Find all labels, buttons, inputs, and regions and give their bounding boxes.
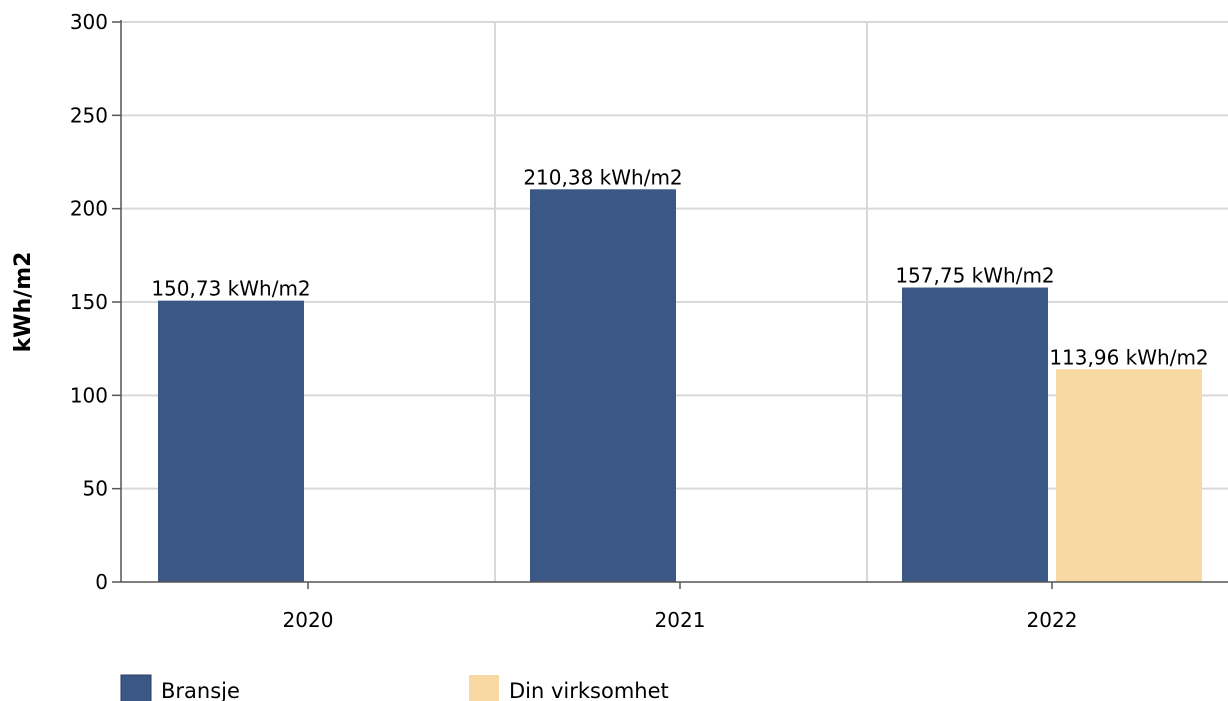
data-label: 157,75 kWh/m2 — [895, 264, 1054, 288]
bar-bransje-2020[interactable] — [158, 300, 304, 582]
y-tick-labels: 0 50 100 150 200 250 300 — [70, 10, 108, 594]
data-label: 150,73 kWh/m2 — [151, 277, 310, 301]
y-tick-label: 200 — [70, 197, 108, 221]
legend-label-bransje[interactable]: Bransje — [161, 679, 240, 701]
data-labels: 150,73 kWh/m2 210,38 kWh/m2 157,75 kWh/m2 1… — [151, 165, 1208, 369]
x-tick-label: 2022 — [1027, 608, 1078, 632]
bar-bransje-2022[interactable] — [902, 287, 1048, 582]
bar-bransje-2021[interactable] — [530, 189, 676, 583]
legend: Bransje Din virksomhet — [120, 674, 669, 701]
x-tick-label: 2020 — [283, 608, 334, 632]
legend-swatch-bransje — [120, 674, 152, 701]
y-tick-label: 100 — [70, 383, 108, 407]
y-tick-label: 250 — [70, 103, 108, 127]
x-tick-label: 2021 — [655, 608, 706, 632]
y-tick-label: 300 — [70, 10, 108, 34]
y-axis-title: kWh/m2 — [11, 252, 36, 353]
y-tick-label: 150 — [70, 290, 108, 314]
data-label: 210,38 kWh/m2 — [523, 165, 682, 189]
axes — [112, 20, 1228, 589]
y-tick-label: 50 — [83, 477, 108, 501]
bars-group — [158, 189, 1202, 583]
data-label: 113,96 kWh/m2 — [1049, 345, 1208, 369]
legend-label-din-virksomhet[interactable]: Din virksomhet — [509, 679, 669, 701]
y-tick-label: 0 — [95, 570, 108, 594]
x-tick-labels: 2020 2021 2022 — [283, 608, 1078, 632]
bar-din-virksomhet-2022[interactable] — [1056, 369, 1202, 582]
legend-swatch-din-virksomhet — [469, 675, 499, 701]
